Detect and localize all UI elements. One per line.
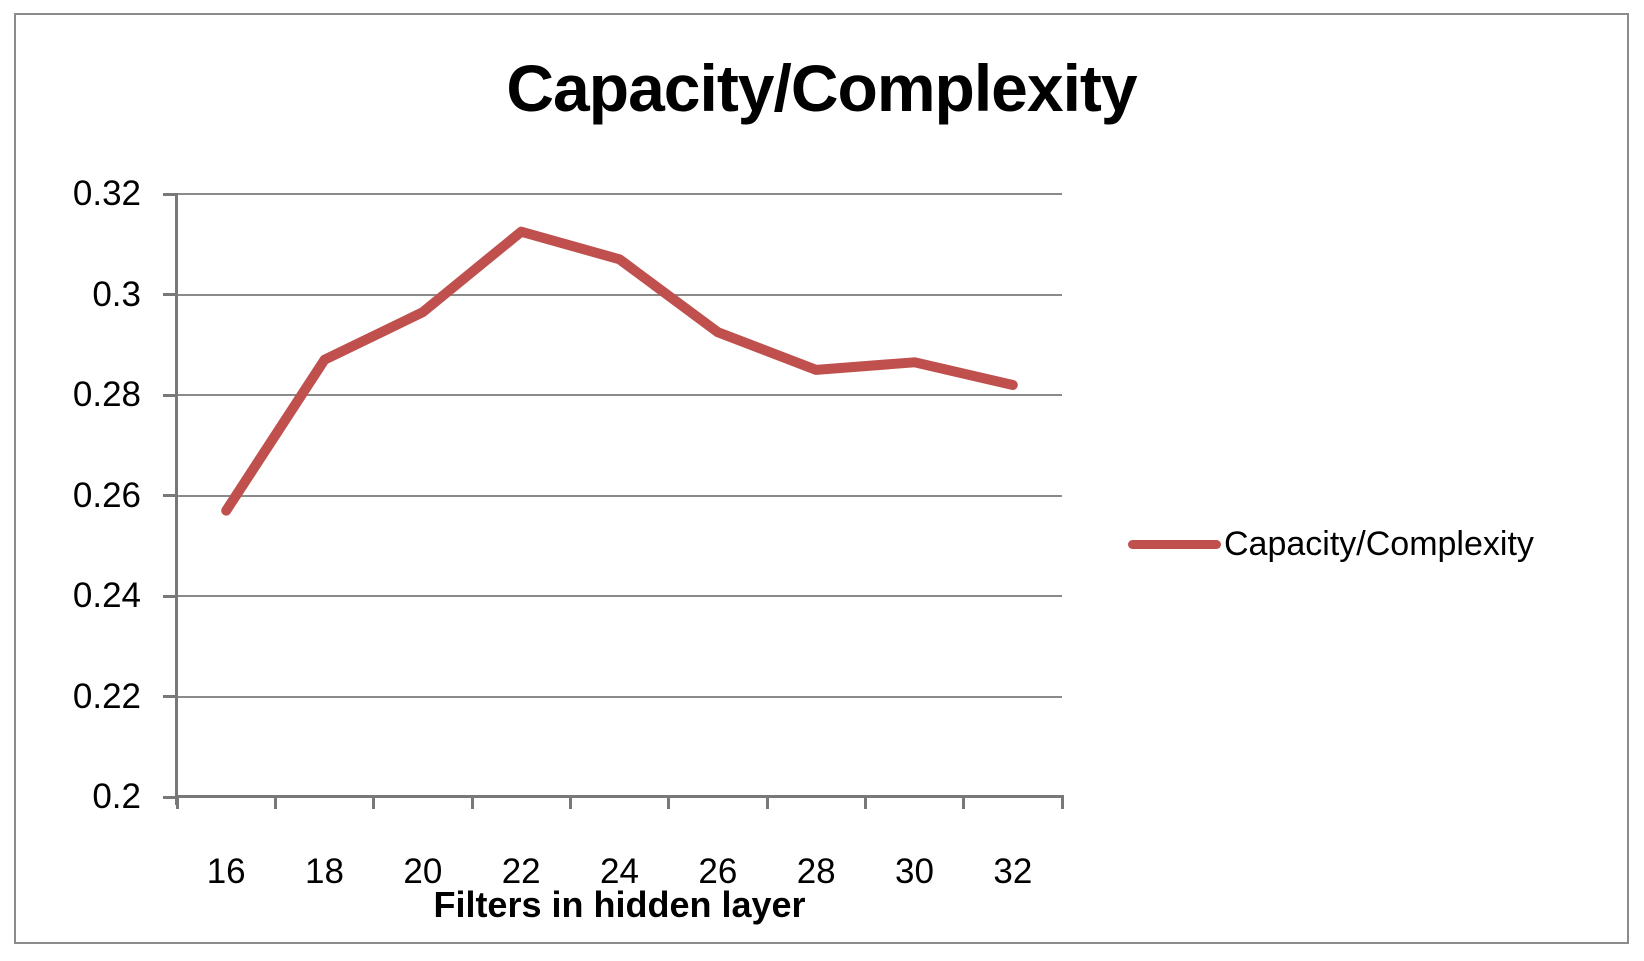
x-tick-label: 18 <box>305 852 344 891</box>
x-axis-tick <box>863 798 867 809</box>
chart-title: Capacity/Complexity <box>506 51 1137 125</box>
plot-area <box>163 192 1064 809</box>
y-tick-label: 0.26 <box>72 475 141 515</box>
x-axis-tick <box>470 798 474 809</box>
x-tick-label: 20 <box>403 852 443 891</box>
chart-border <box>14 13 1629 944</box>
y-axis-tick <box>163 795 177 799</box>
y-tick-label: 0.28 <box>72 375 141 414</box>
gridline <box>177 193 1062 195</box>
y-tick-label: 0.2 <box>92 777 141 816</box>
gridline <box>177 494 1062 497</box>
series-plot <box>221 226 1018 516</box>
y-tick-label: 0.24 <box>72 576 141 615</box>
y-axis-tick <box>163 293 177 296</box>
legend: Capacity/Complexity <box>1128 523 1534 565</box>
legend-label: Capacity/Complexity <box>1224 524 1534 563</box>
x-tick-label: 26 <box>698 852 738 891</box>
gridline <box>177 394 1062 396</box>
x-axis-tick <box>1060 798 1064 809</box>
x-axis-tick <box>372 798 376 809</box>
y-axis-tick <box>163 695 177 698</box>
x-axis-tick <box>273 798 277 809</box>
x-tick-label: 22 <box>501 852 541 891</box>
y-axis-line <box>175 193 178 805</box>
x-axis-tick <box>962 798 966 809</box>
y-tick-label: 0.3 <box>92 274 141 314</box>
capacity-complexity-line <box>221 226 1018 516</box>
x-axis-tick <box>667 798 671 809</box>
x-tick-label: 30 <box>895 852 934 891</box>
y-tick-label: 0.32 <box>72 174 141 213</box>
y-tick-label: 0.22 <box>72 676 141 716</box>
x-tick-label: 32 <box>993 852 1033 891</box>
x-axis-title: Filters in hidden layer <box>433 884 806 925</box>
gridline <box>177 293 1062 296</box>
gridline <box>177 695 1062 698</box>
y-axis-tick <box>163 192 177 196</box>
x-axis-line <box>175 795 1064 798</box>
legend-line-swatch <box>1128 539 1221 549</box>
x-axis-tick <box>765 798 769 809</box>
gridline <box>177 595 1062 597</box>
x-tick-label: 28 <box>796 852 836 891</box>
x-tick-label: 16 <box>206 852 246 891</box>
x-axis-tick <box>175 798 179 809</box>
x-tick-label: 24 <box>600 852 639 891</box>
y-axis-tick <box>163 494 177 497</box>
y-axis-tick <box>163 393 177 397</box>
x-axis-tick <box>568 798 572 809</box>
y-axis-tick <box>163 594 177 598</box>
